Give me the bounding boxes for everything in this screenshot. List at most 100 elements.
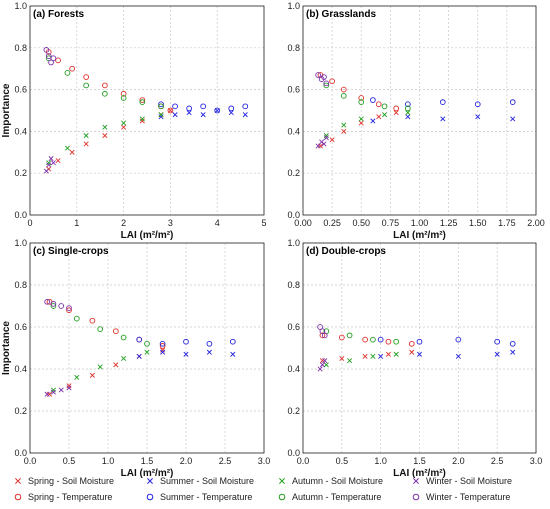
legend-marker-o [14, 493, 22, 501]
x-tick-label: 3.0 [530, 456, 543, 466]
x-tick-label: 0.5 [336, 456, 349, 466]
legend-label: Winter - Soil Moisture [426, 476, 512, 486]
point-marker-o [50, 303, 57, 309]
point-marker-o [509, 99, 516, 105]
point-marker-o [377, 336, 384, 343]
data-points [43, 47, 249, 174]
x-tick-label: 0.00 [294, 218, 312, 228]
point-marker-x [113, 362, 119, 368]
panel-3: 0.0 0.5 1.0 1.5 2.0 2.5 3.0 0.0 0.2 0.4 0.6 0.8 1.0 (… [1, 238, 270, 479]
legend-item: Winter - Soil Moisture [413, 476, 512, 486]
point-marker-o [321, 332, 328, 339]
legend-item: Spring - Temperature [14, 492, 112, 502]
point-marker-x [385, 351, 391, 357]
point-marker-x [341, 122, 347, 128]
point-marker-o [58, 303, 65, 309]
panel-title: (b) Grasslands [306, 9, 376, 20]
point-marker-x [58, 387, 64, 393]
legend-label: Winter - Temperature [426, 492, 510, 502]
point-marker-o [358, 99, 365, 105]
x-tick-label: 2.00 [527, 218, 545, 228]
point-marker-x [50, 160, 56, 166]
y-tick-label: 0.4 [14, 126, 27, 136]
point-marker-x [55, 158, 61, 164]
legend-marker-o [278, 493, 286, 501]
point-marker-o [172, 103, 178, 110]
x-tick-label: 0.0 [24, 456, 37, 466]
point-marker-x [494, 351, 500, 357]
point-marker-o [64, 70, 71, 76]
panel-title: (c) Single-crops [33, 246, 109, 257]
point-marker-o [340, 86, 347, 93]
y-tick-label: 0.0 [287, 448, 300, 458]
point-marker-x [321, 141, 327, 147]
legend-label: Autumn - Temperature [292, 492, 381, 502]
legend-item: Spring - Soil Moisture [15, 476, 114, 486]
y-tick-label: 0.8 [14, 43, 27, 53]
point-marker-x [121, 124, 127, 130]
x-axis-label: LAI (m²/m²) [393, 230, 446, 241]
y-tick-label: 0.0 [287, 210, 300, 220]
point-marker-x [510, 116, 516, 122]
point-marker-o [319, 332, 326, 339]
y-tick-label: 0.4 [287, 126, 300, 136]
point-marker-x [323, 133, 329, 139]
point-marker-x [83, 141, 89, 147]
point-marker-x [382, 112, 388, 118]
point-marker-o [120, 95, 127, 101]
point-marker-o [112, 328, 119, 335]
point-marker-o [323, 80, 330, 87]
y-tick-label: 0.8 [287, 43, 300, 53]
point-marker-o [159, 340, 166, 347]
point-marker-o [120, 334, 127, 341]
y-tick-label: 1.0 [14, 1, 27, 11]
point-marker-x [409, 349, 415, 355]
point-marker-o [416, 338, 423, 345]
point-marker-x [121, 120, 127, 126]
point-marker-x [46, 160, 52, 166]
point-marker-o [139, 97, 146, 103]
y-tick-label: 0.2 [14, 168, 27, 178]
point-marker-x [315, 143, 321, 149]
point-marker-x [370, 353, 376, 359]
y-tick-label: 0.6 [14, 85, 27, 95]
x-tick-label: 0.5 [63, 456, 76, 466]
x-tick-label: 0.75 [382, 218, 400, 228]
point-marker-o [206, 340, 213, 347]
point-marker-x [393, 351, 399, 357]
point-marker-x [50, 387, 56, 393]
point-marker-x [319, 358, 325, 364]
y-tick-label: 0.8 [14, 280, 27, 290]
x-tick-label: 1.25 [440, 218, 458, 228]
point-marker-o [97, 326, 104, 332]
legend-label: Spring - Soil Moisture [28, 476, 114, 486]
legend-item: Summer - Soil Moisture [147, 476, 254, 486]
plot-frame [29, 242, 265, 454]
point-marker-x [341, 128, 347, 134]
point-marker-o [340, 93, 347, 99]
x-tick-label: 1.0 [102, 456, 115, 466]
x-tick-label: 2.0 [452, 456, 465, 466]
point-marker-x [339, 355, 345, 362]
point-marker-x [43, 168, 49, 174]
data-points [315, 72, 516, 149]
x-tick-label: 3 [168, 218, 173, 228]
point-marker-o [102, 82, 108, 89]
x-tick-label: 0.0 [297, 456, 310, 466]
x-tick-label: 1.00 [411, 218, 429, 228]
x-tick-label: 2.5 [219, 456, 232, 466]
panel-title: (d) Double-crops [306, 246, 386, 257]
point-marker-x [74, 374, 80, 380]
point-marker-x [121, 355, 127, 362]
point-marker-o [346, 332, 353, 339]
point-marker-x [46, 391, 53, 397]
y-tick-label: 1.0 [287, 238, 300, 248]
point-marker-o [158, 103, 164, 110]
x-tick-label: 0.50 [352, 218, 370, 228]
legend-item: Winter - Temperature [412, 492, 510, 502]
point-marker-o [319, 328, 326, 335]
point-marker-o [408, 340, 415, 347]
point-marker-o [186, 105, 192, 112]
point-marker-x [347, 358, 353, 364]
